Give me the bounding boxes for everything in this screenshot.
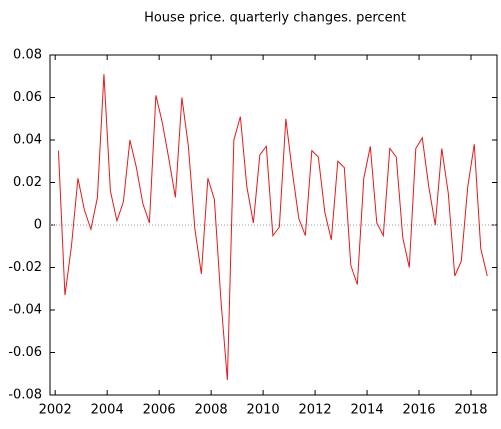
data-line bbox=[57, 74, 488, 381]
y-tick-label: 0.08 bbox=[13, 48, 42, 63]
chart-title: House price. quarterly changes. percent bbox=[144, 11, 406, 26]
x-tick-label: 2010 bbox=[247, 403, 280, 418]
y-tick-label: 0.02 bbox=[13, 175, 42, 190]
x-tick-label: 2014 bbox=[351, 403, 384, 418]
x-tick-label: 2018 bbox=[454, 403, 487, 418]
y-tick-label: -0.06 bbox=[8, 345, 42, 360]
plot-frame bbox=[49, 54, 498, 396]
x-tick-label: 2016 bbox=[402, 403, 435, 418]
y-tick-label: 0.04 bbox=[13, 133, 42, 148]
x-tick-label: 2012 bbox=[299, 403, 332, 418]
y-tick-label: -0.08 bbox=[8, 388, 42, 403]
x-tick-label: 2006 bbox=[143, 403, 176, 418]
y-tick-label: 0.06 bbox=[13, 90, 42, 105]
x-tick-label: 2002 bbox=[39, 403, 72, 418]
y-tick-label: -0.02 bbox=[8, 260, 42, 275]
x-tick-label: 2008 bbox=[195, 403, 228, 418]
y-tick-label: -0.04 bbox=[8, 303, 42, 318]
y-tick-label: 0 bbox=[34, 218, 42, 233]
x-tick-label: 2004 bbox=[91, 403, 124, 418]
